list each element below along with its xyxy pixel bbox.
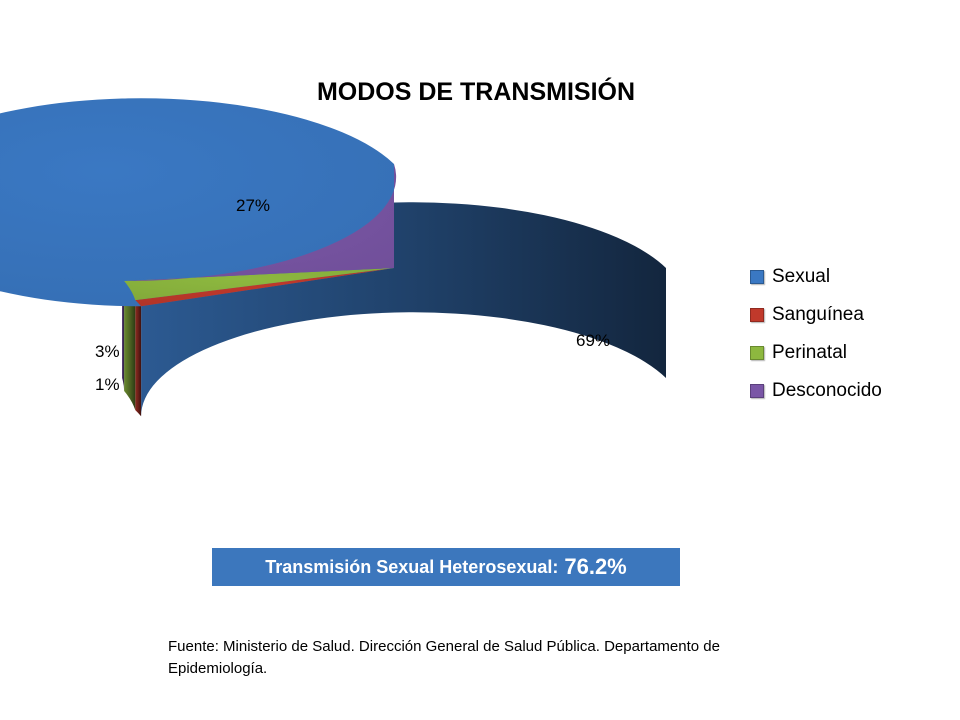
pie-side-sanguínea: [135, 300, 142, 417]
legend-item-perinatal: Perinatal: [750, 334, 882, 372]
legend-item-sanguinea: Sanguínea: [750, 296, 882, 334]
legend-label: Perinatal: [772, 342, 847, 363]
data-label-perinatal: 3%: [95, 342, 120, 361]
pie-slice-perinatal: [124, 268, 394, 301]
legend-label: Desconocido: [772, 380, 882, 401]
legend-item-desconocido: Desconocido: [750, 372, 882, 410]
legend: Sexual Sanguínea Perinatal Desconocido: [750, 258, 882, 410]
pie-side-perinatal: [124, 281, 136, 411]
pie-slice-sanguínea: [135, 268, 394, 307]
legend-label: Sexual: [772, 266, 831, 287]
callout-label: Transmisión Sexual Heterosexual:: [265, 556, 559, 577]
legend-swatch-perinatal: [750, 346, 764, 360]
chart-title: MODOS DE TRANSMISIÓN: [316, 78, 636, 106]
pie-slice-desconocido: [124, 164, 397, 282]
legend-swatch-sanguinea: [750, 308, 764, 322]
callout-value: 76.2%: [564, 554, 627, 579]
legend-item-sexual: Sexual: [750, 258, 882, 296]
legend-swatch-sexual: [750, 270, 764, 284]
source-note: Fuente: Ministerio de Salud. Dirección G…: [168, 638, 720, 677]
legend-swatch-desconocido: [750, 384, 764, 398]
data-label-sanguinea: 1%: [95, 375, 120, 394]
data-label-sexual: 69%: [576, 331, 611, 350]
pie-slice-sexual: [0, 98, 394, 307]
callout-box: Transmisión Sexual Heterosexual: 76.2%: [212, 548, 680, 586]
data-label-desconocido: 27%: [236, 196, 271, 215]
legend-label: Sanguínea: [772, 304, 864, 325]
